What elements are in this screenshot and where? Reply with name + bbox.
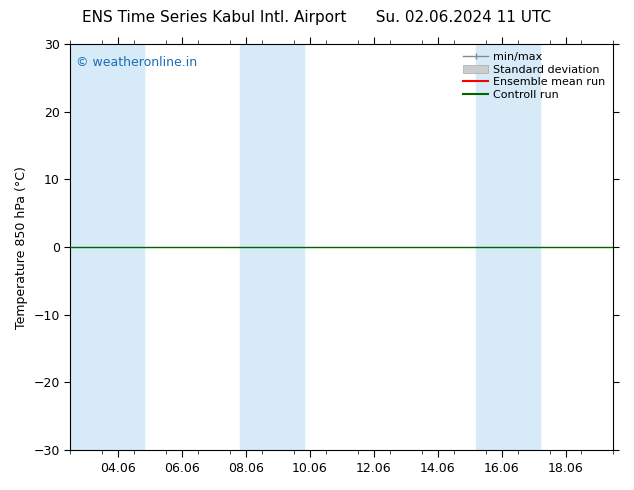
Y-axis label: Temperature 850 hPa (°C): Temperature 850 hPa (°C) [15, 166, 28, 328]
Text: © weatheronline.in: © weatheronline.in [76, 56, 197, 69]
Legend: min/max, Standard deviation, Ensemble mean run, Controll run: min/max, Standard deviation, Ensemble me… [461, 49, 608, 102]
Bar [240, 44, 304, 450]
Text: ENS Time Series Kabul Intl. Airport      Su. 02.06.2024 11 UTC: ENS Time Series Kabul Intl. Airport Su. … [82, 10, 552, 25]
Bar [476, 44, 540, 450]
Bar [70, 44, 144, 450]
